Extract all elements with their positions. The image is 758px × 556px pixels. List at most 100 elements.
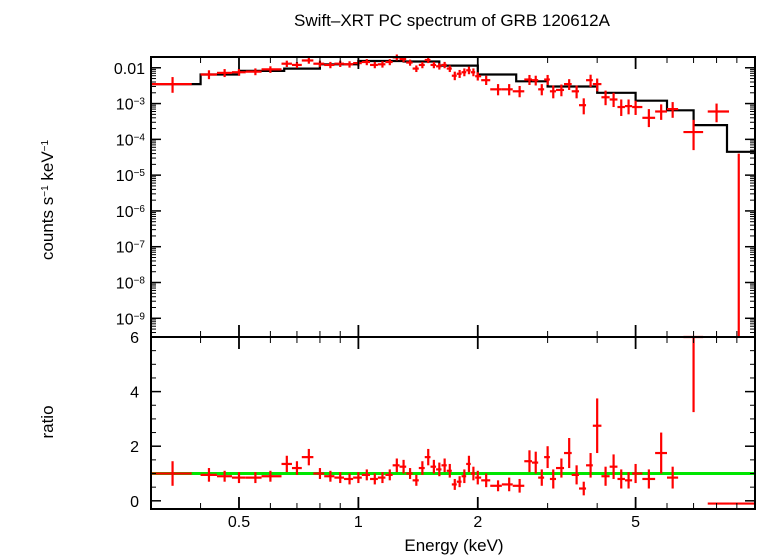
ratio-data-point — [538, 469, 545, 486]
ratio-data-point — [481, 473, 491, 488]
spectrum-data-point — [313, 60, 325, 67]
ratio-data-point — [353, 472, 362, 484]
ratio-data-point — [512, 478, 525, 493]
ratio-data-point — [313, 468, 325, 479]
spectrum-data-point — [667, 102, 679, 118]
spectrum-y-tick-label: 10−8 — [116, 275, 146, 293]
ratio-data-point — [549, 469, 557, 489]
ratio-data-point — [424, 448, 431, 466]
spectrum-data-point — [571, 85, 580, 99]
spectrum-y-ticks: 0.01 10−3 10−4 10−5 10−6 10−7 10−8 10−9 — [114, 56, 755, 338]
ratio-data-point — [446, 463, 452, 478]
ratio-data-point — [418, 461, 425, 475]
spectrum-data-point — [231, 68, 246, 76]
spectrum-data-point — [538, 84, 545, 96]
ratio-data-point — [361, 469, 371, 481]
ratio-data-point — [556, 458, 565, 478]
spectrum-y-axis-label: counts s−1 keV−1 — [38, 139, 57, 260]
ratio-y-ticks: 0 2 4 6 — [130, 330, 755, 511]
ratio-data-point — [579, 481, 587, 496]
ratio-data-point — [301, 448, 314, 466]
spectrum-data-point — [385, 59, 393, 66]
spectrum-data-point — [406, 59, 413, 66]
ratio-data-point — [151, 461, 192, 486]
ratio-y-axis-label: ratio — [38, 405, 57, 438]
ratio-data-point — [291, 461, 302, 475]
spectrum-data-point — [200, 70, 217, 80]
spectrum-data-point — [501, 84, 513, 96]
spectrum-data-point — [512, 85, 525, 98]
spectrum-data-point — [564, 79, 572, 90]
ratio-data-point — [601, 466, 610, 486]
x-tick-label: 2 — [473, 514, 482, 531]
ratio-y-tick-label: 4 — [130, 385, 139, 402]
spectrum-data-point — [461, 68, 467, 77]
ratio-data-point — [544, 446, 550, 469]
ratio-data-point — [451, 478, 457, 490]
ratio-data-point — [385, 469, 393, 481]
spectrum-data-point — [245, 68, 262, 76]
spectrum-data-point — [451, 71, 457, 81]
ratio-data-point — [281, 455, 292, 473]
x-axis-label: Energy (keV) — [404, 536, 503, 555]
spectrum-y-tick-label: 10−4 — [116, 132, 146, 150]
ratio-data-point — [231, 472, 246, 484]
spectrum-data-point — [436, 63, 442, 70]
spectrum-data-point — [377, 61, 386, 68]
ratio-data-point — [436, 462, 442, 477]
spectrum-data-point — [430, 61, 437, 69]
ratio-data-point — [524, 450, 533, 473]
spectrum-data-point — [344, 61, 354, 68]
spectrum-data-point — [470, 68, 476, 77]
spectrum-y-tick-label: 10−9 — [116, 311, 146, 329]
spectrum-data-point — [586, 74, 593, 88]
spectrum-data-point — [216, 69, 232, 78]
spectrum-data-point — [549, 85, 557, 99]
ratio-y-tick-label: 6 — [130, 330, 139, 347]
ratio-data-point — [430, 459, 437, 474]
x-tick-label: 5 — [631, 514, 640, 531]
x-tick-label: 1 — [354, 514, 363, 531]
ratio-data-point — [642, 469, 656, 489]
spectrum-data-point — [617, 99, 625, 116]
spectrum-data-point — [324, 61, 335, 69]
spectrum-data-point — [466, 66, 471, 75]
spectrum-data — [151, 54, 740, 337]
ratio-data-point — [490, 480, 502, 492]
ratio-data-point — [370, 473, 378, 485]
spectrum-data-point — [524, 74, 533, 86]
spectrum-plot-frame — [150, 56, 756, 338]
ratio-data-point — [532, 451, 539, 474]
spectrum-data-point — [601, 90, 610, 106]
ratio-data-point — [501, 477, 513, 492]
spectrum-data-point — [683, 119, 704, 151]
spectrum-data-point — [412, 65, 419, 73]
ratio-data-point — [245, 472, 262, 484]
spectrum-data-point — [151, 77, 192, 93]
spectrum-data-point — [592, 78, 602, 92]
spectrum-y-tick-label: 10−5 — [116, 168, 146, 186]
ratio-data-point — [475, 470, 482, 485]
ratio-data-point — [466, 455, 471, 473]
ratio-plot-frame — [150, 336, 756, 510]
ratio-data-point — [586, 453, 593, 478]
spectrum-data-point — [642, 109, 656, 128]
ratio-data-point — [334, 472, 345, 484]
spectrum-data-point — [655, 104, 668, 120]
ratio-data-point — [344, 473, 354, 485]
ratio-data-point — [456, 476, 462, 488]
spectrum-data-point — [291, 61, 302, 69]
spectrum-data-point — [707, 103, 730, 123]
ratio-data-point — [571, 465, 580, 485]
spectrum-data-point — [609, 92, 618, 108]
spectrum-data-point — [370, 61, 378, 69]
x-axis-ticks: 0.5 1 2 5 — [150, 57, 738, 531]
spectrum-data-point — [475, 72, 482, 81]
ratio-data-point — [655, 432, 668, 474]
spectrum-y-tick-label: 10−3 — [116, 96, 146, 114]
spectrum-y-tick-label: 10−6 — [116, 203, 146, 221]
spectrum-data-point — [544, 74, 550, 86]
ratio-data-point — [592, 398, 602, 454]
spectrum-y-tick-label: 0.01 — [114, 61, 145, 78]
